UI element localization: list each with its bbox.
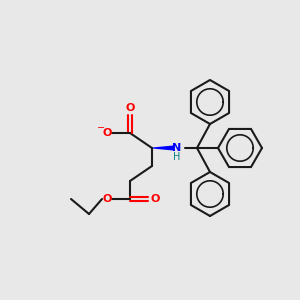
Text: O: O bbox=[102, 194, 112, 204]
Text: O: O bbox=[150, 194, 160, 204]
Text: N: N bbox=[172, 143, 182, 153]
Text: O: O bbox=[125, 103, 135, 113]
Text: −: − bbox=[97, 123, 105, 133]
Text: H: H bbox=[173, 152, 181, 162]
Text: O: O bbox=[102, 128, 112, 138]
Polygon shape bbox=[152, 146, 173, 151]
